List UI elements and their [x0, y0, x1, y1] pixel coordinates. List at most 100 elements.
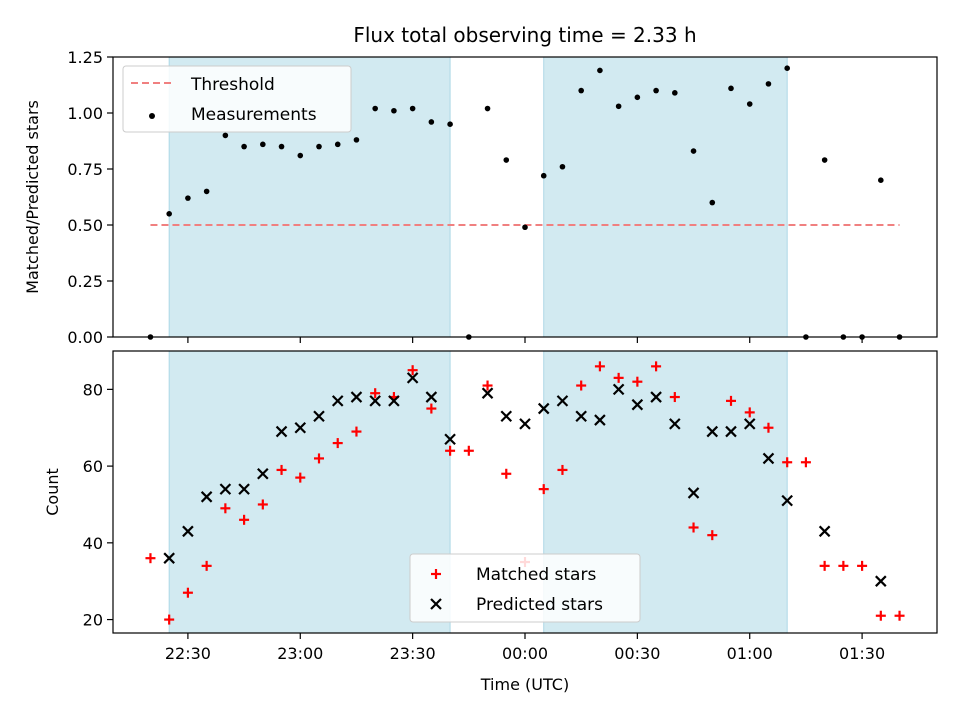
measurement-point — [185, 195, 191, 201]
measurement-point — [428, 119, 435, 125]
measurement-point — [540, 172, 547, 179]
bottom-y-tick-label: 20 — [83, 611, 103, 630]
measurement-point — [203, 188, 210, 195]
measurement-point — [634, 94, 641, 101]
predicted-star-point — [294, 421, 307, 434]
measurements-legend-label: Measurements — [191, 105, 317, 125]
bottom-legend-box — [409, 553, 641, 623]
predicted-star-point — [331, 395, 344, 407]
predicted-star-point — [612, 383, 625, 396]
predicted-star-point — [875, 575, 887, 587]
predicted-star-point — [257, 467, 269, 480]
top-y-tick-label: 0.50 — [67, 216, 103, 235]
matched-star-point — [257, 499, 268, 510]
matched-star-point — [819, 560, 830, 571]
predicted-star-point — [200, 491, 213, 503]
matched-star-point — [894, 610, 905, 621]
bottom-y-axis-label: Count — [43, 468, 62, 516]
predicted-star-point — [669, 418, 681, 430]
predicted-star-point — [406, 372, 419, 384]
matched-star-point — [463, 445, 474, 456]
predicted-star-point — [275, 425, 288, 438]
measurement-point — [503, 157, 510, 163]
predicted-stars-legend-label: Predicted stars — [476, 595, 603, 615]
bottom-y-tick-label: 60 — [83, 457, 103, 476]
predicted-star-point — [519, 418, 531, 430]
matched-stars-legend-label: Matched stars — [476, 565, 596, 585]
measurement-point — [672, 90, 678, 96]
x-tick-label: 00:00 — [502, 644, 548, 663]
top-panel: 0.00 0.25 0.50 0.75 1.00 1.25 Flux total obse… — [23, 23, 938, 347]
measurement-point — [409, 105, 416, 112]
matched-star-point — [351, 426, 362, 437]
top-legend: Threshold Measurements — [122, 65, 352, 133]
predicted-star-point — [537, 402, 550, 415]
predicted-star-point — [818, 525, 831, 538]
bottom-panel: 20 40 60 80 22:30 23:00 23:30 00:00 00:30 01:00 0… — [43, 350, 938, 694]
measurement-point — [166, 211, 172, 217]
matched-star-point — [501, 468, 512, 479]
matched-stars-legend-swatch — [431, 569, 441, 579]
measurement-point — [391, 107, 397, 114]
predicted-star-point — [631, 398, 644, 411]
predicted-star-point — [350, 391, 363, 403]
predicted-star-point — [313, 410, 325, 423]
matched-star-point — [295, 472, 306, 483]
bottom-y-tick-label: 80 — [83, 380, 103, 399]
matched-star-point — [632, 376, 643, 387]
predicted-star-point — [238, 483, 250, 495]
chart-title: Flux total observing time = 2.33 h — [353, 23, 696, 47]
matched-star-point — [276, 464, 287, 475]
predicted-star-point — [481, 387, 494, 399]
x-tick-label: 22:30 — [165, 644, 211, 663]
matched-star-point — [426, 403, 437, 414]
predicted-stars-legend-marker — [430, 598, 442, 610]
predicted-star-point — [182, 525, 194, 538]
matched-star-point — [613, 372, 624, 383]
matched-star-point — [145, 553, 156, 564]
predicted-star-point — [219, 483, 232, 495]
measurement-point — [316, 143, 322, 150]
matched-stars-legend-marker — [431, 569, 441, 579]
observing-window-span — [168, 350, 451, 634]
measurement-point — [578, 87, 584, 94]
predicted-star-point — [762, 452, 775, 465]
matched-star-point — [314, 453, 324, 464]
predicted-star-point — [743, 418, 756, 430]
top-y-tick-label: 1.25 — [67, 48, 103, 67]
top-y-axis-label: Matched/Predicted stars — [23, 100, 42, 294]
x-tick-label: 01:00 — [727, 644, 773, 663]
threshold-legend-label: Threshold — [190, 75, 275, 95]
matched-star-point — [688, 522, 699, 533]
matched-star-point — [182, 587, 193, 598]
matched-star-point — [782, 457, 793, 468]
measurement-point — [690, 148, 697, 154]
matched-star-point — [669, 392, 680, 403]
predicted-star-point — [388, 395, 400, 407]
predicted-star-point — [781, 494, 793, 507]
matched-star-point — [220, 503, 231, 514]
matched-star-point — [594, 361, 605, 372]
bottom-y-tick-label: 40 — [83, 534, 103, 553]
measurement-point — [241, 143, 247, 150]
predicted-star-point — [594, 414, 606, 426]
predicted-star-point — [163, 552, 175, 564]
matched-star-point — [875, 610, 886, 621]
matched-star-point — [407, 365, 418, 376]
measurement-point — [353, 137, 360, 143]
measurement-point — [653, 87, 659, 94]
measurement-point — [765, 81, 772, 87]
measurement-point — [878, 177, 884, 183]
matched-star-point — [482, 380, 493, 391]
matched-star-point — [857, 560, 868, 571]
x-tick-label: 23:30 — [390, 644, 436, 663]
measurement-point — [278, 143, 285, 150]
predicted-star-point — [444, 433, 456, 446]
matched-star-point — [239, 514, 250, 525]
measurement-point — [484, 105, 491, 112]
measurement-point — [597, 67, 603, 74]
x-tick-label: 01:30 — [839, 644, 885, 663]
matched-star-point — [726, 395, 736, 406]
measurement-point — [297, 152, 304, 159]
